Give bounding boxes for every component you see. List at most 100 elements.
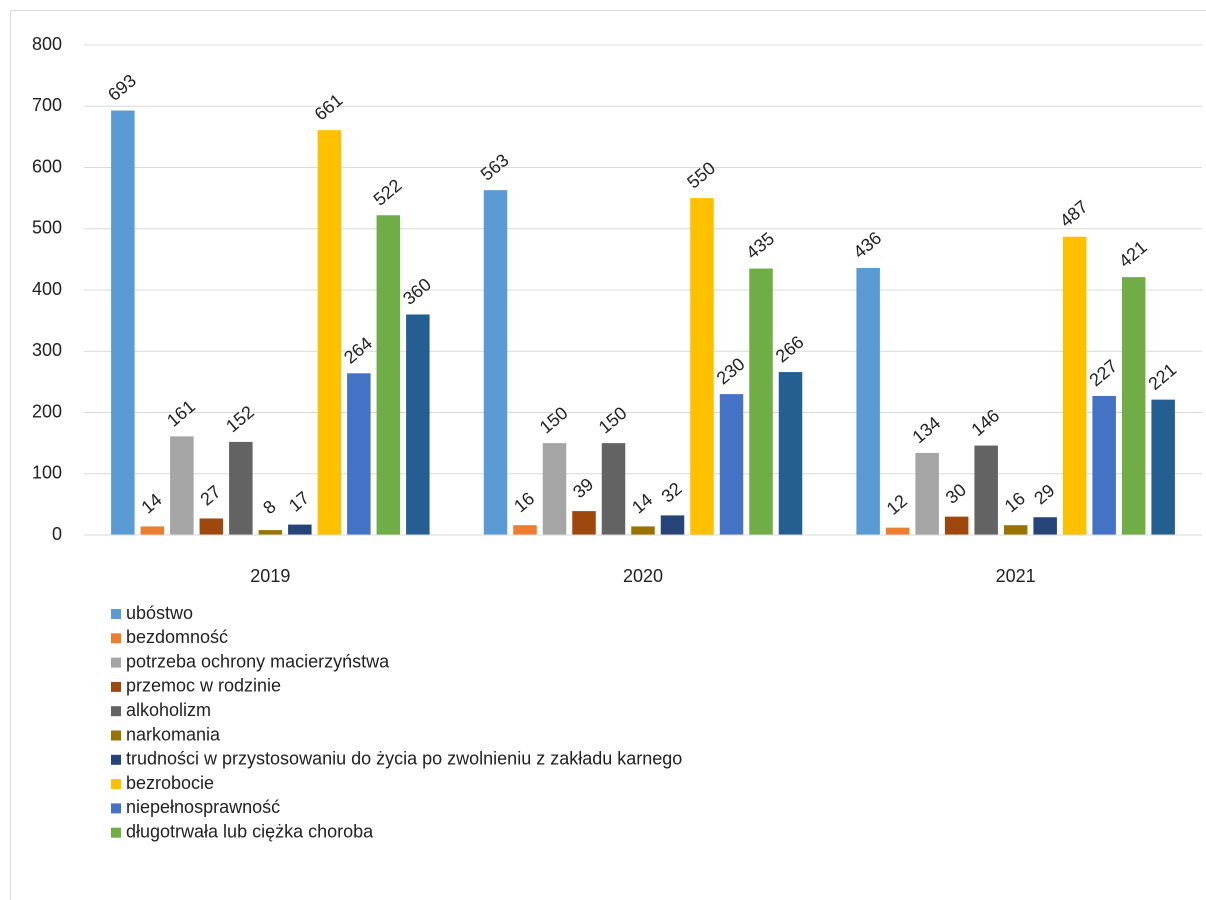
data-label: 150 bbox=[595, 403, 631, 438]
data-label: 32 bbox=[658, 478, 686, 506]
data-label: 152 bbox=[222, 402, 258, 437]
bar bbox=[572, 511, 596, 535]
legend-swatch bbox=[111, 609, 121, 619]
data-label: 421 bbox=[1115, 237, 1151, 272]
data-label: 487 bbox=[1056, 196, 1092, 231]
data-label: 16 bbox=[510, 488, 538, 516]
bar bbox=[317, 130, 342, 535]
bar bbox=[483, 190, 508, 535]
legend-swatch bbox=[111, 730, 121, 741]
y-tick-label: 300 bbox=[32, 340, 62, 360]
y-tick-label: 400 bbox=[32, 279, 62, 299]
legend-label: długotrwała lub ciężka choroba bbox=[126, 821, 374, 841]
legend-swatch bbox=[111, 657, 121, 668]
bar bbox=[1151, 399, 1175, 535]
bar bbox=[631, 526, 655, 535]
data-label: 221 bbox=[1144, 359, 1180, 394]
legend-swatch bbox=[111, 681, 121, 692]
legend-label: bezrobocie bbox=[126, 773, 214, 793]
bar bbox=[885, 527, 910, 535]
bar bbox=[288, 524, 312, 535]
bar bbox=[513, 525, 537, 535]
bar bbox=[1121, 277, 1146, 535]
x-tick-label: 2020 bbox=[623, 566, 663, 586]
legend-label: ubóstwo bbox=[126, 603, 193, 623]
legend-label: przemoc w rodzinie bbox=[126, 676, 281, 696]
data-label: 266 bbox=[772, 332, 808, 367]
data-label: 14 bbox=[137, 489, 165, 517]
bar bbox=[542, 443, 567, 535]
data-label: 8 bbox=[259, 496, 280, 518]
bar bbox=[690, 198, 714, 535]
data-label: 39 bbox=[569, 474, 597, 502]
data-label: 264 bbox=[340, 333, 376, 368]
bar bbox=[749, 268, 773, 535]
data-label: 12 bbox=[883, 491, 911, 519]
legend-label: niepełnosprawność bbox=[126, 797, 280, 817]
y-tick-label: 100 bbox=[32, 463, 62, 483]
bar bbox=[944, 516, 969, 535]
data-label: 550 bbox=[683, 158, 719, 193]
data-label: 30 bbox=[942, 480, 970, 508]
data-label: 27 bbox=[196, 481, 224, 509]
data-label: 134 bbox=[908, 413, 944, 448]
data-label: 661 bbox=[311, 90, 347, 125]
bar bbox=[1092, 395, 1116, 535]
data-label: 230 bbox=[713, 354, 749, 389]
bar bbox=[974, 445, 998, 535]
data-label: 360 bbox=[399, 274, 435, 309]
bar bbox=[719, 394, 744, 535]
bar bbox=[140, 526, 165, 535]
legend-swatch bbox=[111, 779, 121, 790]
bar bbox=[199, 518, 224, 535]
y-tick-label: 200 bbox=[32, 401, 62, 421]
legend-label: alkoholizm bbox=[126, 700, 211, 720]
bar bbox=[111, 110, 135, 535]
data-label: 17 bbox=[285, 488, 313, 516]
y-tick-label: 600 bbox=[32, 156, 62, 176]
data-label: 14 bbox=[628, 489, 656, 517]
legend-swatch bbox=[111, 706, 121, 717]
data-label: 29 bbox=[1030, 480, 1058, 508]
x-tick-label: 2021 bbox=[996, 566, 1036, 586]
data-label: 435 bbox=[742, 228, 778, 263]
y-tick-label: 800 bbox=[32, 34, 62, 54]
data-label: 522 bbox=[370, 175, 406, 210]
legend-swatch bbox=[111, 633, 121, 644]
bar bbox=[258, 530, 283, 535]
data-label: 161 bbox=[163, 396, 199, 431]
bar bbox=[170, 436, 194, 535]
bar bbox=[229, 441, 253, 535]
data-label: 563 bbox=[477, 150, 513, 185]
legend-swatch bbox=[111, 827, 121, 838]
bar bbox=[778, 372, 803, 535]
bar bbox=[1033, 517, 1057, 535]
data-label: 693 bbox=[104, 70, 140, 105]
legend-label: narkomania bbox=[126, 724, 221, 744]
bar bbox=[376, 215, 401, 535]
y-tick-label: 500 bbox=[32, 218, 62, 238]
data-label: 227 bbox=[1085, 356, 1121, 391]
y-tick-label: 700 bbox=[32, 95, 62, 115]
bar bbox=[601, 443, 626, 535]
data-label: 16 bbox=[1001, 488, 1029, 516]
chart-frame bbox=[10, 10, 1206, 900]
legend-swatch bbox=[111, 754, 121, 765]
y-tick-label: 0 bbox=[52, 524, 62, 544]
bar bbox=[660, 515, 685, 535]
data-label: 436 bbox=[849, 228, 885, 263]
legend-label: trudności w przystosowaniu do życia po z… bbox=[126, 749, 682, 769]
bar bbox=[347, 373, 371, 535]
bar bbox=[406, 314, 430, 535]
legend-swatch bbox=[111, 803, 121, 814]
bar bbox=[915, 452, 939, 535]
legend-label: bezdomność bbox=[126, 627, 228, 647]
data-label: 146 bbox=[967, 405, 1003, 440]
bar bbox=[856, 267, 880, 535]
legend-label: potrzeba ochrony macierzyństwa bbox=[126, 651, 390, 671]
data-label: 150 bbox=[536, 403, 572, 438]
bar bbox=[1062, 236, 1087, 535]
x-tick-label: 2019 bbox=[250, 566, 290, 586]
bar bbox=[1003, 525, 1028, 535]
